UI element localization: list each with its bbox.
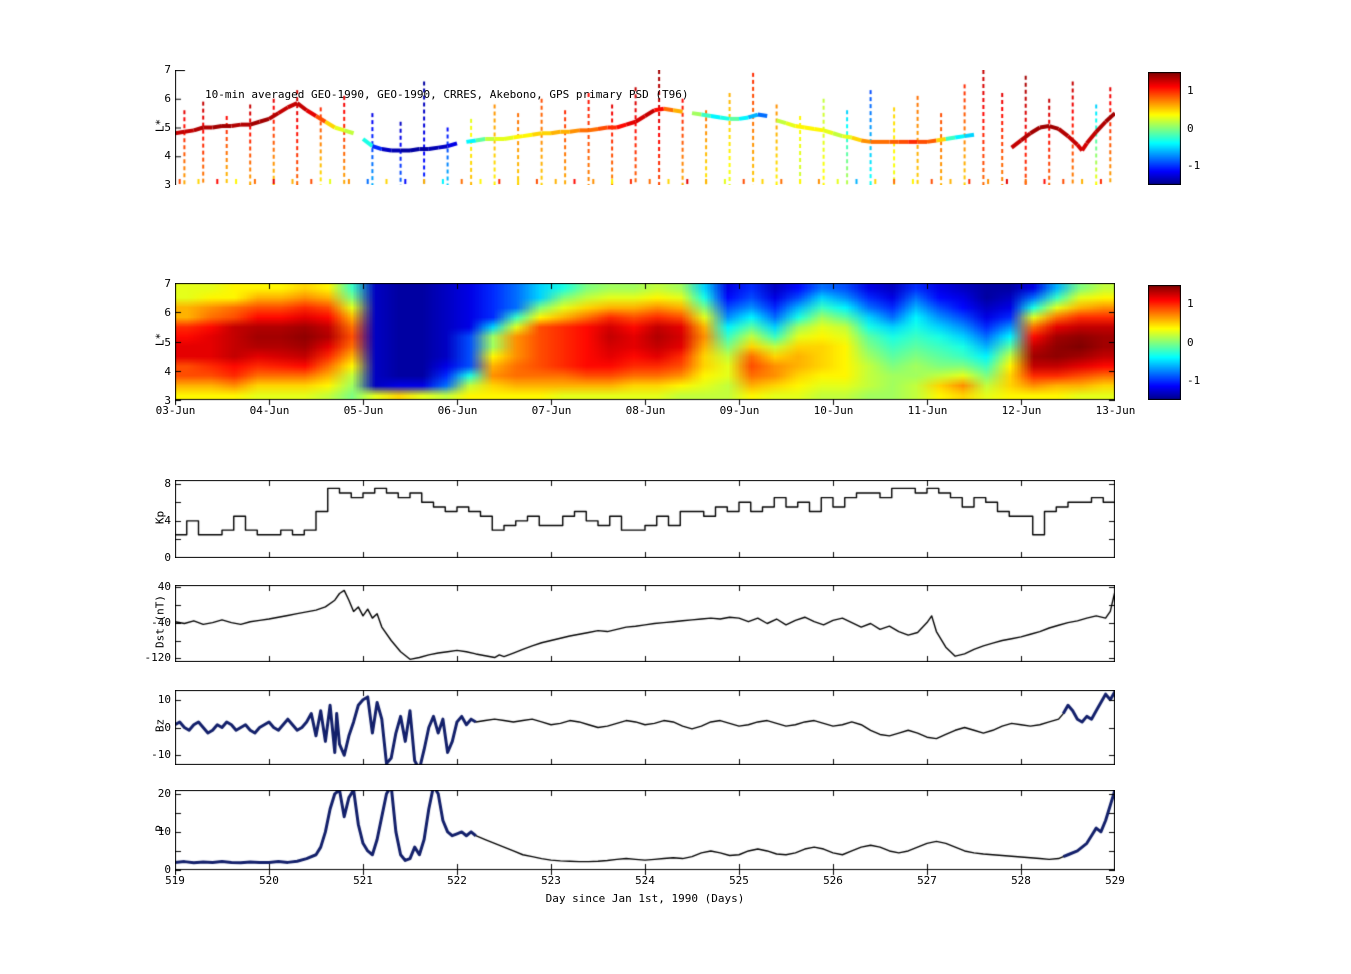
kp-ytick: 4 (164, 513, 171, 527)
psd-map-xtick: 04-Jun (249, 404, 290, 417)
psd-map-xtick: 12-Jun (1001, 404, 1042, 417)
p-xtick: 528 (1011, 874, 1031, 887)
p-xtick: 529 (1105, 874, 1125, 887)
kp-ytick: 0 (164, 551, 171, 564)
colorbar-tick: -1 (1187, 159, 1201, 173)
kp-ytick: 8 (164, 476, 171, 490)
bz-ytick: 0 (164, 720, 171, 734)
psd-map-ytick: 4 (164, 364, 171, 378)
psd-map-ytick: 7 (164, 276, 171, 290)
psd-map-ytick: 5 (164, 335, 171, 349)
psd-scatter-plot (175, 70, 1115, 185)
colorbar-tick: 0 (1187, 121, 1194, 135)
kp-plot (175, 480, 1115, 558)
p-xtick: 523 (541, 874, 561, 887)
psd-map-xtick: 13-Jun (1095, 404, 1136, 417)
p-plot (175, 790, 1115, 876)
psd-map-xtick: 09-Jun (719, 404, 760, 417)
psd-title: 10-min averaged GEO-1990, GEO-1990, CRRE… (205, 88, 689, 101)
psd-map-xtick: 08-Jun (625, 404, 666, 417)
dst-ytick: -120 (144, 651, 172, 665)
p-xtick: 526 (823, 874, 843, 887)
p-ytick: 20 (157, 786, 171, 800)
bz-ytick: -10 (151, 748, 171, 762)
bz-plot (175, 690, 1115, 765)
psd-scatter-ytick: 4 (164, 149, 171, 163)
colorbar-tick: -1 (1187, 373, 1201, 387)
p-ytick: 10 (157, 824, 171, 838)
psd-map-xtick: 07-Jun (531, 404, 572, 417)
p-xtick: 527 (917, 874, 937, 887)
psd-scatter-ytick: 3 (164, 178, 171, 191)
psd-scatter-ytick: 7 (164, 63, 171, 76)
psd-map-xtick: 11-Jun (907, 404, 948, 417)
p-xtick: 524 (635, 874, 655, 887)
colorbar-top (1148, 72, 1181, 185)
dst-ytick: -40 (151, 615, 171, 629)
p-xtick: 525 (729, 874, 749, 887)
psd-map-xtick: 03-Jun (155, 404, 196, 417)
psd-scatter-ytick: 5 (164, 120, 171, 134)
psd-map-xtick: 10-Jun (813, 404, 854, 417)
psd-heatmap-plot (175, 283, 1115, 406)
p-xtick: 522 (447, 874, 467, 887)
bz-ytick: 10 (157, 692, 171, 706)
psd-map-xtick: 06-Jun (437, 404, 478, 417)
colorbar-bottom (1148, 285, 1181, 400)
p-xtick: 521 (353, 874, 373, 887)
dst-ytick: 40 (157, 579, 171, 593)
psd-scatter-ytick: 6 (164, 91, 171, 105)
colorbar-tick: 1 (1187, 83, 1194, 97)
psd-map-ytick: 3 (164, 393, 171, 407)
psd-map-xtick: 05-Jun (343, 404, 384, 417)
psd-map-ytick: 6 (164, 305, 171, 319)
colorbar-tick: 1 (1187, 297, 1194, 311)
dst-plot (175, 585, 1115, 662)
colorbar-tick: 0 (1187, 335, 1194, 349)
x-axis-label: Day since Jan 1st, 1990 (Days) (545, 892, 745, 905)
p-xtick: 519 (165, 874, 185, 887)
p-ytick: 0 (164, 863, 171, 876)
p-xtick: 520 (259, 874, 279, 887)
